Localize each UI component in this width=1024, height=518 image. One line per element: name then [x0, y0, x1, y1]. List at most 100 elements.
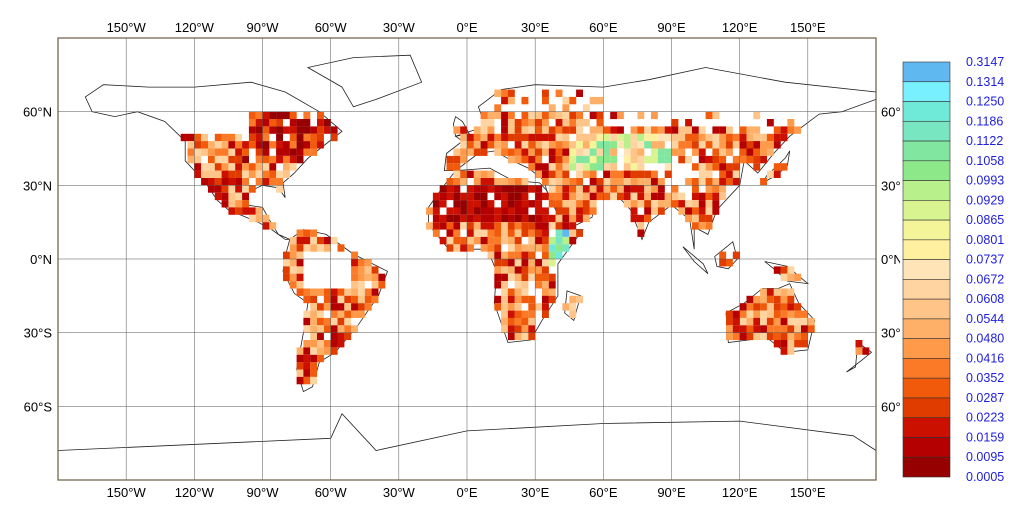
grid-cell: [317, 332, 324, 341]
grid-cell: [303, 295, 311, 304]
grid-cell: [248, 111, 256, 120]
right-lat-label: 60°: [881, 105, 901, 120]
grid-cell: [296, 251, 304, 259]
grid-cell: [514, 119, 522, 127]
grid-cell: [228, 148, 236, 156]
grid-cell: [248, 126, 256, 134]
grid-cell: [467, 200, 474, 208]
grid-cell: [303, 369, 311, 377]
grid-cell: [467, 170, 474, 178]
grid-cell: [562, 163, 570, 171]
grid-cell: [507, 207, 515, 215]
grid-cell: [487, 111, 495, 120]
colorbar-label: 0.0352: [966, 371, 1004, 385]
grid-cell: [357, 266, 365, 274]
grid-cell: [746, 325, 754, 333]
grid-cell: [446, 236, 454, 245]
grid-cell: [698, 170, 706, 178]
grid-cell: [528, 325, 536, 333]
grid-cell: [528, 185, 536, 193]
grid-cell: [794, 340, 802, 348]
grid-cell: [794, 273, 802, 282]
grid-cell: [705, 155, 713, 164]
grid-cell: [657, 141, 665, 149]
grid-cell: [507, 310, 515, 318]
grid-cell: [589, 133, 597, 142]
grid-cell: [310, 303, 318, 311]
grid-cell: [739, 155, 747, 164]
top-lon-label: 150°W: [107, 20, 147, 35]
grid-cell: [603, 126, 611, 134]
grid-cell: [439, 192, 447, 201]
grid-cell: [289, 273, 297, 282]
grid-cell: [535, 148, 543, 156]
grid-cell: [528, 266, 536, 274]
grid-cell: [535, 126, 543, 134]
grid-cell: [589, 170, 597, 178]
grid-cell: [760, 288, 767, 296]
grid-cell: [610, 148, 618, 156]
grid-cell: [678, 192, 686, 201]
grid-cell: [548, 222, 556, 230]
grid-cell: [180, 133, 188, 142]
grid-cell: [801, 317, 808, 326]
grid-cell: [248, 119, 256, 127]
grid-cell: [521, 207, 529, 215]
grid-cell: [603, 133, 611, 142]
grid-cell: [467, 244, 474, 252]
grid-cell: [773, 163, 781, 171]
grid-cell: [514, 222, 522, 230]
grid-cell: [494, 185, 502, 193]
grid-cell: [528, 163, 536, 171]
grid-cell: [201, 141, 208, 149]
grid-cell: [453, 192, 461, 201]
grid-cell: [317, 126, 324, 134]
grid-cell: [480, 236, 488, 245]
grid-cell: [610, 141, 618, 149]
grid-cell: [739, 310, 747, 318]
grid-cell: [685, 133, 692, 142]
grid-cell: [460, 148, 468, 156]
grid-cell: [507, 89, 515, 97]
grid-cell: [760, 317, 767, 326]
grid-cell: [276, 155, 283, 164]
grid-cell: [480, 222, 488, 230]
grid-cell: [487, 178, 495, 186]
grid-cell: [337, 303, 345, 311]
grid-cell: [330, 310, 338, 318]
grid-cell: [555, 141, 563, 149]
grid-cell: [514, 192, 522, 201]
grid-cell: [507, 273, 515, 282]
grid-cell: [323, 317, 331, 326]
grid-cell: [507, 214, 515, 223]
colorbar-swatch: [902, 120, 951, 142]
grid-cell: [576, 119, 583, 127]
grid-cell: [794, 310, 802, 318]
grid-cell: [283, 126, 290, 134]
grid-cell: [269, 178, 277, 186]
grid-cell: [501, 266, 508, 274]
grid-cell: [637, 229, 645, 237]
grid-cell: [262, 214, 270, 223]
grid-cell: [460, 214, 468, 223]
grid-cell: [276, 178, 283, 186]
grid-cell: [337, 332, 345, 341]
grid-cell: [467, 148, 474, 156]
grid-cell: [283, 148, 290, 156]
grid-cell: [337, 317, 345, 326]
grid-cell: [487, 126, 495, 134]
grid-cell: [507, 185, 515, 193]
colorbar-label: 0.0005: [966, 470, 1004, 484]
grid-cell: [310, 148, 318, 156]
grid-cell: [337, 288, 345, 296]
grid-cell: [664, 192, 672, 201]
grid-cell: [685, 207, 692, 215]
grid-cell: [562, 222, 570, 230]
grid-cell: [351, 310, 358, 318]
grid-cell: [460, 207, 468, 215]
grid-cell: [569, 155, 577, 164]
grid-cell: [214, 163, 222, 171]
grid-cell: [228, 207, 236, 215]
grid-cell: [664, 170, 672, 178]
grid-cell: [330, 347, 338, 355]
